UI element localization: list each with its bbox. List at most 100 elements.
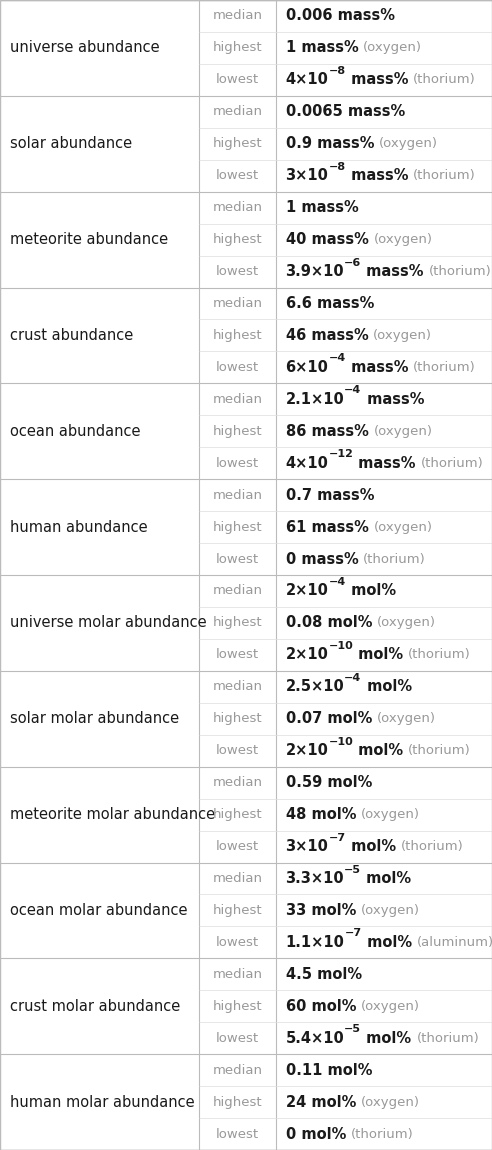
Text: 3×10: 3×10	[285, 840, 328, 854]
Text: mol%: mol%	[346, 583, 396, 598]
Text: lowest: lowest	[216, 1032, 259, 1044]
Text: 1 mass%: 1 mass%	[285, 40, 358, 55]
Text: 61 mass%: 61 mass%	[285, 520, 369, 535]
Text: highest: highest	[213, 41, 262, 54]
Text: (thorium): (thorium)	[413, 169, 476, 182]
Text: 0 mol%: 0 mol%	[285, 1127, 346, 1142]
Text: ocean abundance: ocean abundance	[10, 423, 141, 439]
Text: 0 mass%: 0 mass%	[285, 552, 358, 567]
Text: −8: −8	[328, 162, 345, 171]
Text: median: median	[213, 681, 262, 693]
Text: mass%: mass%	[345, 168, 408, 183]
Text: 2×10: 2×10	[285, 647, 328, 662]
Text: highest: highest	[213, 137, 262, 151]
Text: −4: −4	[328, 353, 346, 363]
Text: lowest: lowest	[216, 649, 259, 661]
Text: 0.11 mol%: 0.11 mol%	[285, 1063, 372, 1078]
Text: median: median	[213, 776, 262, 789]
Text: 0.9 mass%: 0.9 mass%	[285, 136, 374, 152]
Text: 2.1×10: 2.1×10	[285, 392, 344, 407]
Text: −4: −4	[344, 385, 362, 396]
Text: 46 mass%: 46 mass%	[285, 328, 369, 343]
Text: mass%: mass%	[362, 392, 424, 407]
Text: (thorium): (thorium)	[413, 74, 476, 86]
Text: (oxygen): (oxygen)	[361, 808, 420, 821]
Text: lowest: lowest	[216, 552, 259, 566]
Text: −5: −5	[344, 1025, 361, 1034]
Text: highest: highest	[213, 712, 262, 726]
Text: (oxygen): (oxygen)	[361, 1096, 420, 1109]
Text: 48 mol%: 48 mol%	[285, 807, 356, 822]
Text: 0.08 mol%: 0.08 mol%	[285, 615, 372, 630]
Text: 60 mol%: 60 mol%	[285, 998, 356, 1014]
Text: (thorium): (thorium)	[400, 840, 463, 853]
Text: −4: −4	[328, 577, 346, 586]
Text: −10: −10	[328, 641, 353, 651]
Text: mass%: mass%	[345, 72, 408, 87]
Text: highest: highest	[213, 808, 262, 821]
Text: 40 mass%: 40 mass%	[285, 232, 369, 247]
Text: (thorium): (thorium)	[408, 744, 471, 757]
Text: −10: −10	[328, 737, 353, 746]
Text: lowest: lowest	[216, 744, 259, 757]
Text: 33 mol%: 33 mol%	[285, 903, 356, 918]
Text: highest: highest	[213, 521, 262, 534]
Text: 2.5×10: 2.5×10	[285, 680, 344, 695]
Text: median: median	[213, 584, 262, 598]
Text: −8: −8	[328, 66, 345, 76]
Text: (oxygen): (oxygen)	[361, 999, 420, 1013]
Text: highest: highest	[213, 424, 262, 438]
Text: lowest: lowest	[216, 264, 259, 278]
Text: highest: highest	[213, 616, 262, 629]
Text: (thorium): (thorium)	[413, 361, 476, 374]
Text: mol%: mol%	[361, 871, 411, 886]
Text: mol%: mol%	[362, 680, 412, 695]
Text: 24 mol%: 24 mol%	[285, 1095, 356, 1110]
Text: (thorium): (thorium)	[351, 1127, 414, 1141]
Text: (oxygen): (oxygen)	[379, 137, 438, 151]
Text: ocean molar abundance: ocean molar abundance	[10, 903, 187, 918]
Text: 4×10: 4×10	[285, 72, 328, 87]
Text: mol%: mol%	[353, 743, 403, 758]
Text: 4.5 mol%: 4.5 mol%	[285, 967, 362, 982]
Text: median: median	[213, 872, 262, 886]
Text: highest: highest	[213, 904, 262, 917]
Text: highest: highest	[213, 1096, 262, 1109]
Text: (thorium): (thorium)	[408, 649, 471, 661]
Text: mol%: mol%	[361, 1030, 411, 1045]
Text: 3.9×10: 3.9×10	[285, 264, 344, 279]
Text: solar abundance: solar abundance	[10, 136, 132, 152]
Text: lowest: lowest	[216, 361, 259, 374]
Text: lowest: lowest	[216, 936, 259, 949]
Text: −6: −6	[344, 258, 362, 268]
Text: (thorium): (thorium)	[363, 552, 426, 566]
Text: 0.0065 mass%: 0.0065 mass%	[285, 105, 405, 120]
Text: (oxygen): (oxygen)	[373, 329, 432, 342]
Text: (oxygen): (oxygen)	[377, 712, 436, 726]
Text: (oxygen): (oxygen)	[377, 616, 436, 629]
Text: universe abundance: universe abundance	[10, 40, 159, 55]
Text: lowest: lowest	[216, 1127, 259, 1141]
Text: 3.3×10: 3.3×10	[285, 871, 344, 886]
Text: 1.1×10: 1.1×10	[285, 935, 344, 950]
Text: −12: −12	[328, 450, 353, 459]
Text: highest: highest	[213, 329, 262, 342]
Text: lowest: lowest	[216, 74, 259, 86]
Text: lowest: lowest	[216, 457, 259, 469]
Text: 0.59 mol%: 0.59 mol%	[285, 775, 372, 790]
Text: mol%: mol%	[362, 935, 412, 950]
Text: 2×10: 2×10	[285, 743, 328, 758]
Text: mol%: mol%	[345, 840, 396, 854]
Text: 0.7 mass%: 0.7 mass%	[285, 488, 374, 503]
Text: 3×10: 3×10	[285, 168, 328, 183]
Text: median: median	[213, 9, 262, 23]
Text: mol%: mol%	[353, 647, 403, 662]
Text: (oxygen): (oxygen)	[361, 904, 420, 917]
Text: (thorium): (thorium)	[421, 457, 484, 469]
Text: crust abundance: crust abundance	[10, 328, 133, 343]
Text: 0.006 mass%: 0.006 mass%	[285, 8, 395, 23]
Text: 6×10: 6×10	[285, 360, 328, 375]
Text: lowest: lowest	[216, 169, 259, 182]
Text: 4×10: 4×10	[285, 455, 328, 470]
Text: meteorite molar abundance: meteorite molar abundance	[10, 807, 215, 822]
